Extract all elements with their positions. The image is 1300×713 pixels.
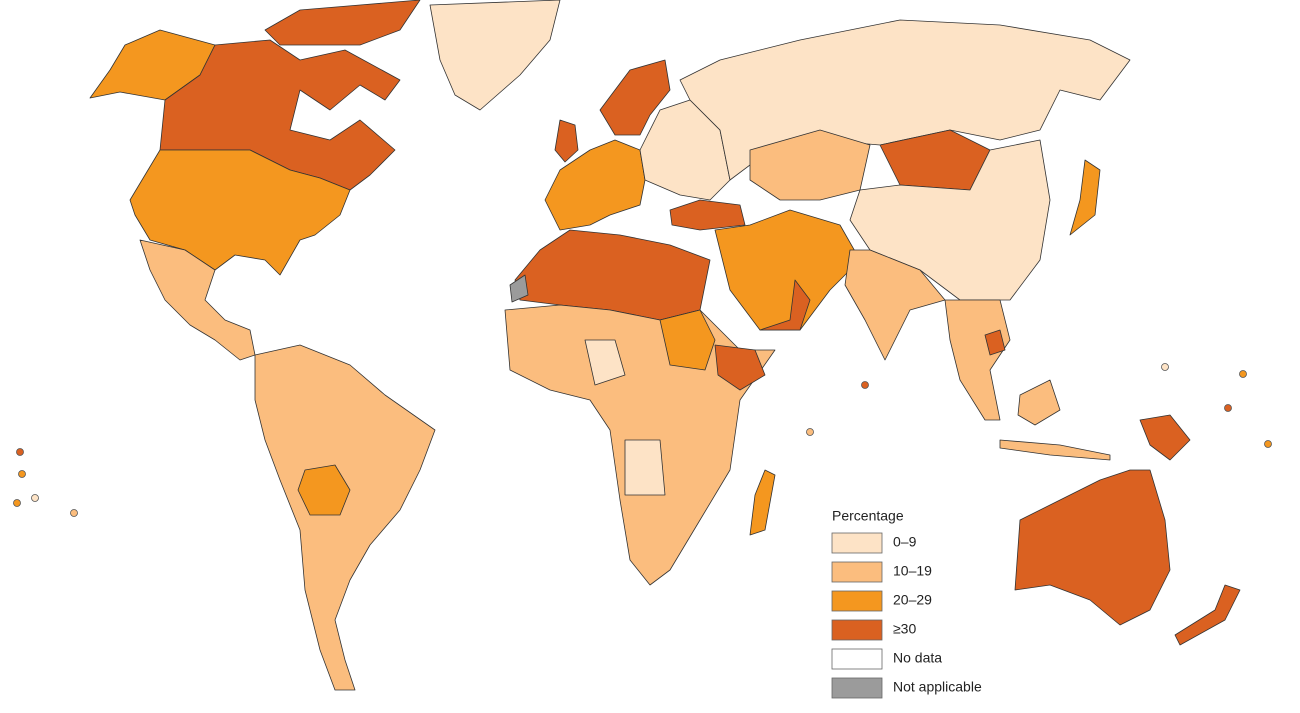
island-dot [1239,370,1247,378]
borneo [1017,379,1061,426]
north-africa [514,229,711,321]
uk [554,119,579,163]
yemen-oman [759,279,811,331]
ethiopia [714,344,766,391]
indonesia [999,439,1111,461]
island-dot [1161,363,1169,371]
legend-label: 20–29 [893,592,932,608]
mexico [139,239,256,361]
turkey [669,199,746,231]
legend-swatch [831,619,883,641]
cambodia [984,329,1006,356]
legend-label: ≥30 [893,621,916,637]
island-dot [1224,404,1232,412]
new-zealand [1174,584,1241,646]
middle-east [714,209,861,331]
island-dot [13,499,21,507]
papua-new-guinea [1139,414,1191,461]
island-dot [31,494,39,502]
island-dot [806,428,814,436]
legend-swatch [831,648,883,670]
nigeria-area [584,339,626,386]
legend-title: Percentage [832,508,904,524]
greenland [429,0,561,111]
western-sahara [509,274,529,303]
legend-label: Not applicable [893,679,982,695]
bolivia [297,464,351,516]
arctic-islands [264,0,421,46]
island-dot [70,509,78,517]
scandinavia [599,59,671,136]
island-dot [16,448,24,456]
usa [129,149,351,276]
legend-label: No data [893,650,942,666]
legend-swatch [831,677,883,699]
legend-swatch [831,561,883,583]
countries [89,0,1241,691]
legend-swatch [831,590,883,612]
japan [1069,159,1101,236]
island-dot [861,381,869,389]
legend-label: 0–9 [893,534,917,550]
madagascar [749,469,776,536]
australia [1014,469,1171,626]
southern-africa-light [624,439,666,496]
legend: Percentage 0–9 10–19 20–29 ≥30 No data Not ap… [831,508,982,699]
legend-swatch [831,532,883,554]
sudan [659,309,716,371]
island-dot [18,470,26,478]
island-dot [1264,440,1272,448]
legend-label: 10–19 [893,563,932,579]
south-america [254,344,436,691]
central-asia [749,129,871,201]
island-markers [13,363,1272,517]
southeast-asia [944,299,1011,421]
india [844,249,946,361]
